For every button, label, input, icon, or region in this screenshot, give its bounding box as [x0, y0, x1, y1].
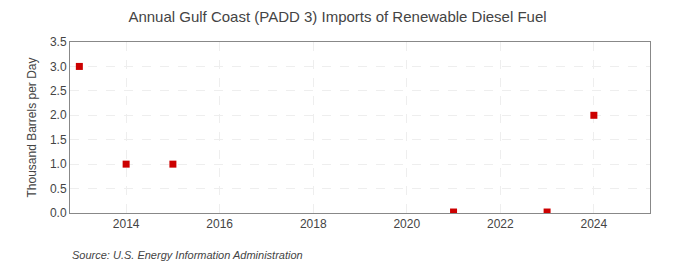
svg-text:2014: 2014: [113, 217, 140, 231]
svg-text:Thousand Barrels per Day: Thousand Barrels per Day: [25, 57, 39, 197]
svg-text:3.0: 3.0: [50, 60, 67, 74]
svg-text:2020: 2020: [393, 217, 420, 231]
svg-text:Source: U.S. Energy Informatio: Source: U.S. Energy Information Administ…: [72, 249, 303, 261]
svg-text:1.5: 1.5: [50, 133, 67, 147]
svg-text:2024: 2024: [581, 217, 608, 231]
svg-text:2022: 2022: [487, 217, 514, 231]
svg-text:0.5: 0.5: [50, 182, 67, 196]
svg-text:Annual Gulf Coast (PADD 3) Imp: Annual Gulf Coast (PADD 3) Imports of Re…: [128, 8, 546, 25]
svg-text:1.0: 1.0: [50, 157, 67, 171]
svg-text:3.5: 3.5: [50, 35, 67, 49]
svg-text:2.5: 2.5: [50, 84, 67, 98]
svg-text:2018: 2018: [300, 217, 327, 231]
svg-text:0.0: 0.0: [50, 206, 67, 220]
svg-text:2016: 2016: [206, 217, 233, 231]
svg-text:2.0: 2.0: [50, 108, 67, 122]
